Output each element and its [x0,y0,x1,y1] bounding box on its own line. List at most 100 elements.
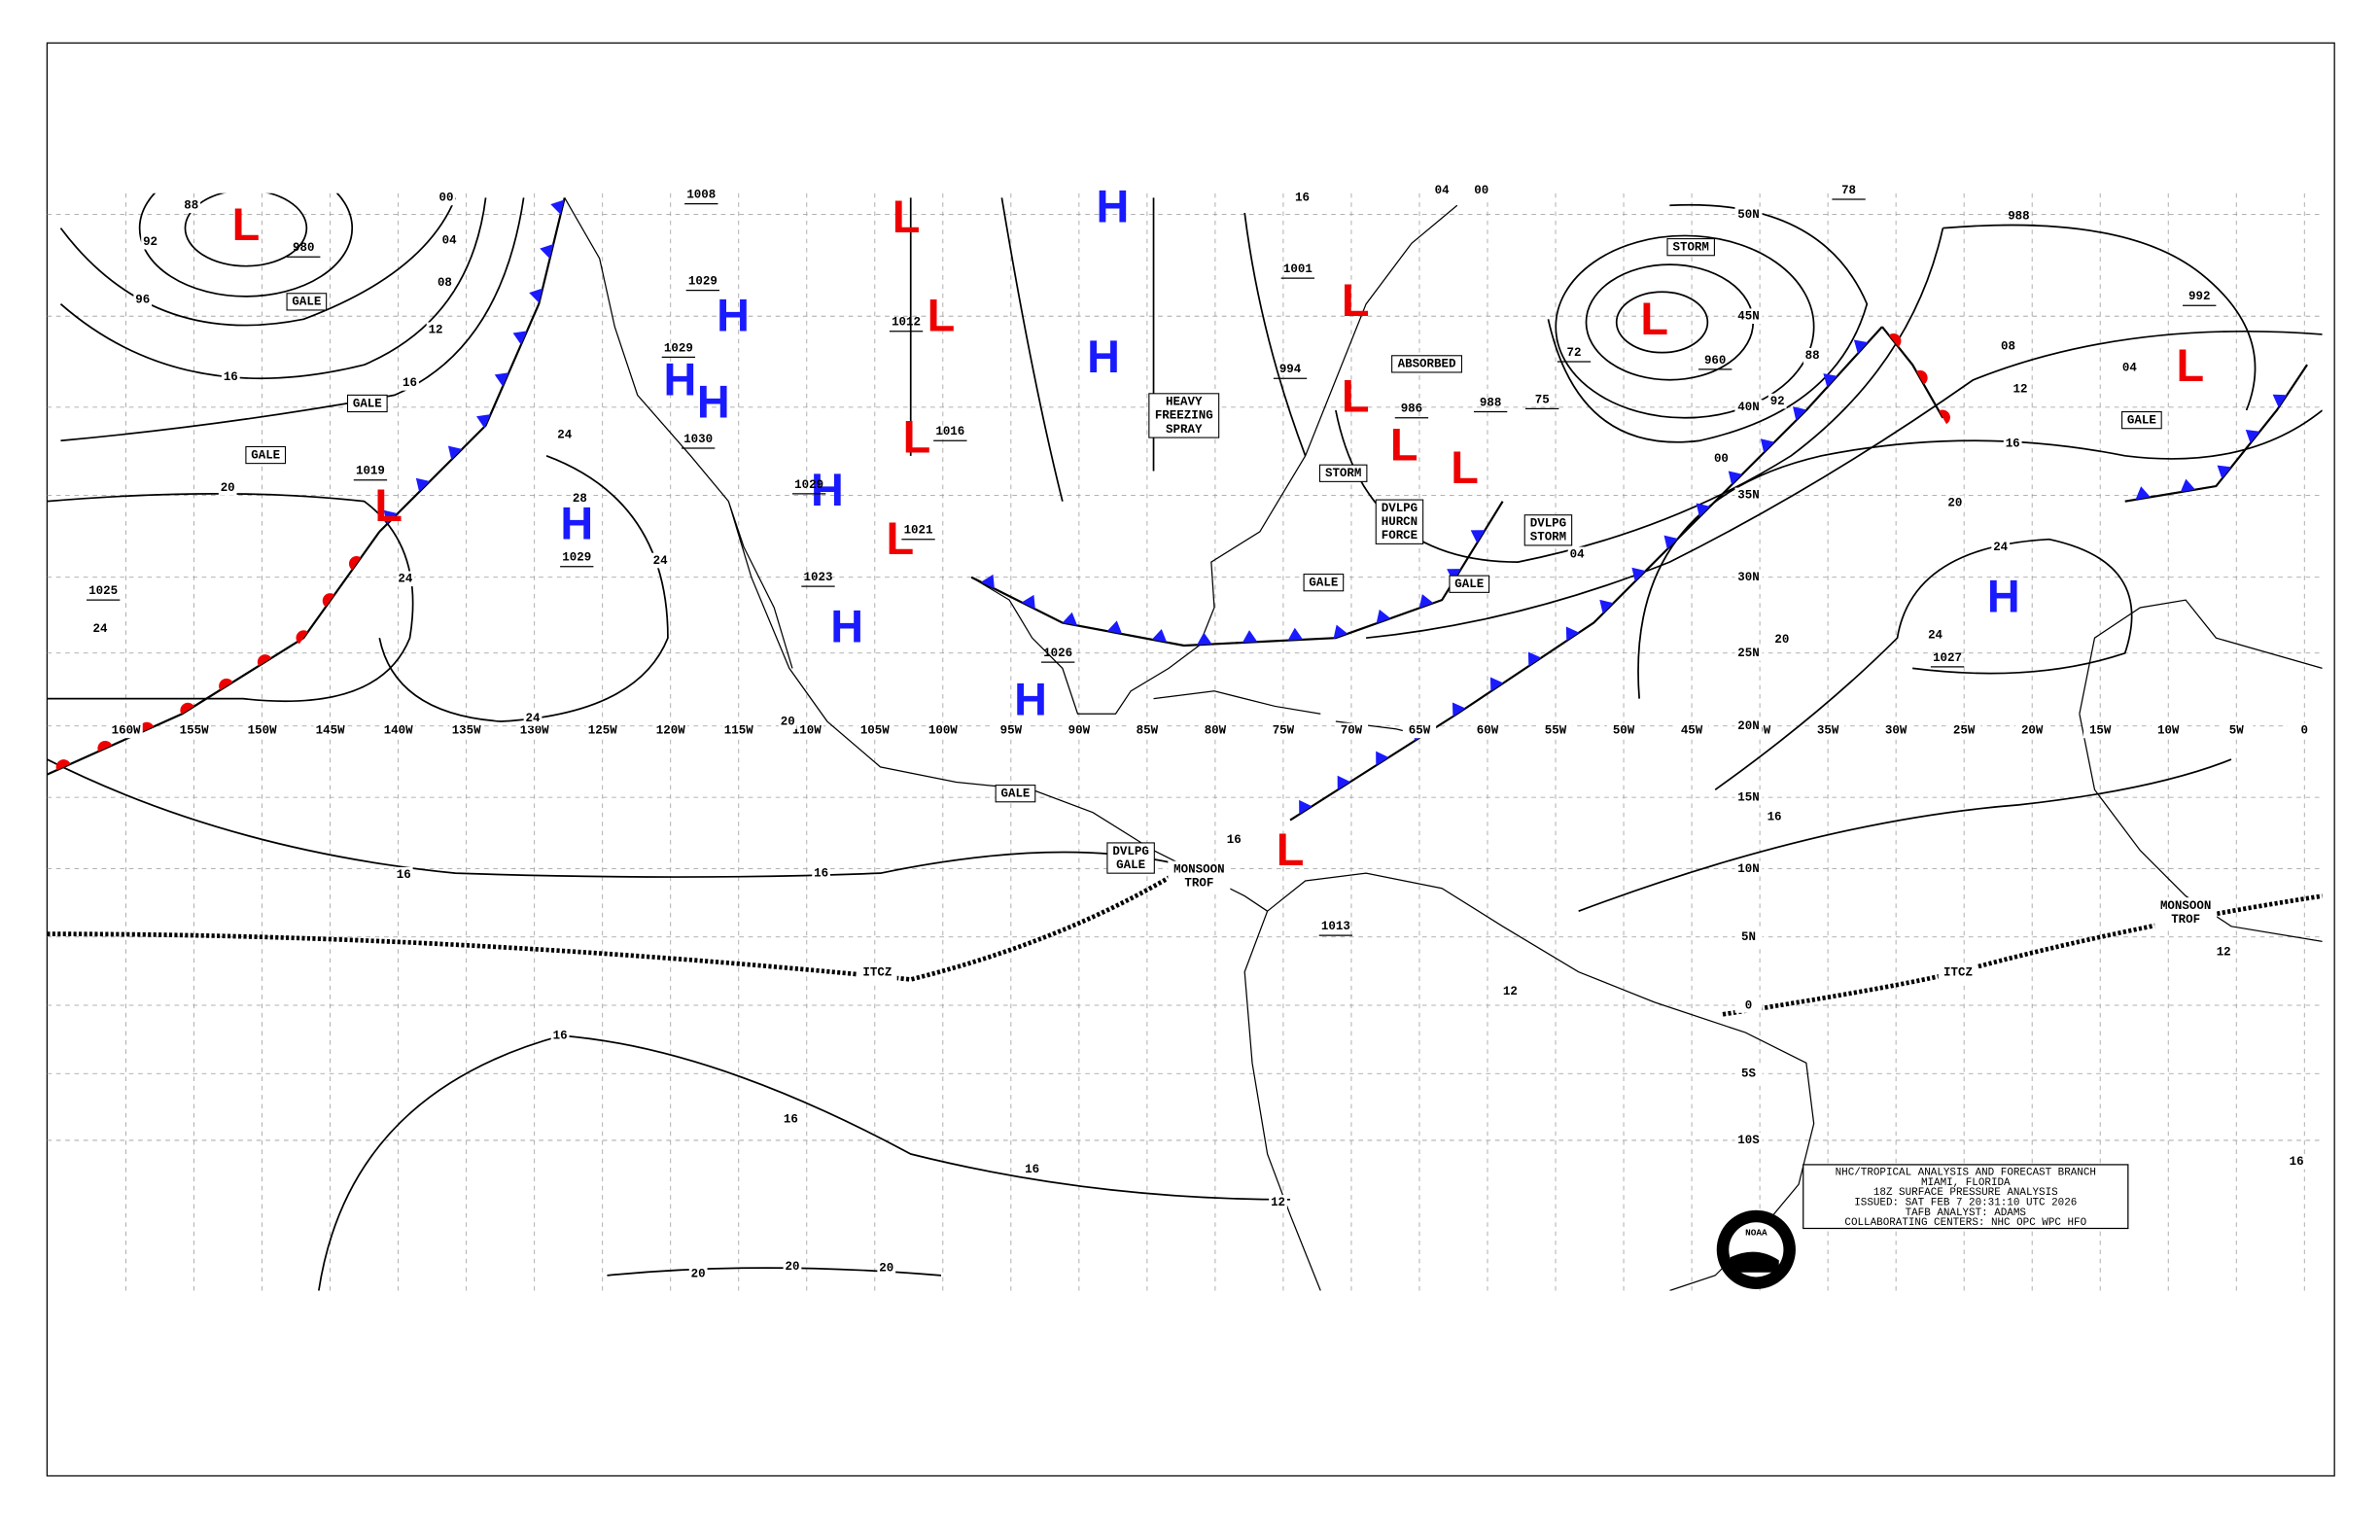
central-pressure: 1008 [686,189,716,202]
isobar-label: 24 [93,622,108,636]
longitude-label: 60W [1477,724,1499,738]
latitude-label: 15N [1737,790,1759,804]
low-center: L [903,412,931,463]
lat-label-bg [1734,789,1763,805]
lon-label-bg [1606,722,1641,739]
longitude-label: 10W [2157,724,2180,738]
isobar-label: 20 [879,1261,893,1275]
isobar-label-bg [182,197,201,214]
cold-front-pip [1823,373,1838,388]
lon-label-bg [517,722,551,739]
isobar-label: 08 [2001,340,2015,354]
low-center: L [1390,419,1418,470]
latitude-label: 25N [1737,647,1759,660]
annotation-text: MONSOON [2160,899,2211,913]
warm-front-pip [55,759,71,771]
isobar-label: 20 [691,1268,706,1281]
low-center: L [1342,370,1370,421]
front-line [47,531,381,776]
warm-front-pip [97,740,113,752]
cold-front-pip [2272,394,2288,408]
isobar-label: 16 [397,868,411,882]
isobar-label-bg [555,427,575,442]
isobar-label: 16 [814,866,828,880]
cold-front-pip [1527,651,1542,667]
longitude-label: 145W [316,724,345,738]
annotation-text: FORCE [1382,529,1418,542]
isobar-label: 00 [1714,452,1729,466]
isobar-label: 00 [1474,184,1488,197]
info-box [1802,1164,2129,1230]
isobar-label-bg [877,1260,896,1276]
longitude-label: 75W [1273,724,1295,738]
low-center: L [1451,442,1479,493]
isobar-label-bg [1712,451,1731,467]
isobar-label-bg [2214,944,2233,961]
isobar-label: 16 [2290,1155,2304,1169]
annotation-text: ITCZ [1943,966,1973,980]
isobar-label-bg [2003,436,2022,452]
isobar-label-bg [550,1028,570,1044]
isobar-label: 12 [1503,985,1518,998]
longitude-label: 50W [1613,724,1635,738]
lon-label-bg [1334,722,1369,739]
latitude-label: 20N [1737,719,1759,733]
isobar-label-bg [437,190,456,206]
annotation-text: HURCN [1382,515,1418,529]
high-center: H [717,291,750,341]
cold-front-pip [1287,627,1304,641]
latitude-label: 5N [1741,930,1756,944]
cold-front-pip [415,477,431,493]
low-center: L [928,291,956,341]
annotation-bg [1938,963,1978,982]
cold-front-pip [1452,702,1466,718]
warm-front-pip [139,721,155,733]
annotation-box [1391,355,1463,373]
lon-label-bg [245,722,279,739]
warm-front-pip [296,630,308,645]
latitude-label: 0 [1745,998,1752,1012]
isobar-label-bg [221,368,240,385]
isobar-label: 16 [402,376,417,390]
cold-front-pip [1021,594,1035,610]
isobar-label: 16 [1295,192,1310,205]
annotation-box [995,785,1036,803]
low-center: L [892,192,921,242]
annotation-text: ABSORBED [1398,358,1456,371]
isobar-label-bg [688,1266,708,1282]
warm-front-pip [322,593,335,608]
cold-front-pip [1696,503,1711,517]
isobar-label: 88 [184,199,198,213]
isobar-label-bg [401,375,419,391]
warm-front-pip [257,654,272,667]
annotation-text: STORM [1530,531,1566,544]
info-line: COLLABORATING CENTERS: NHC OPC WPC HFO [1844,1217,2086,1229]
logo-text: NOAA [1745,1228,1768,1239]
front-line [2124,364,2308,503]
isobar-label: 12 [2013,382,2028,396]
lon-label-bg [381,722,415,739]
annotation-box [1449,575,1490,593]
warm-front-pip [1888,332,1902,347]
high-center: H [811,465,844,515]
low-center: L [2177,340,2205,391]
isobar-label: 96 [135,293,150,306]
cold-front-pip [1242,630,1258,643]
lon-label-bg [1402,722,1437,739]
front-line [1881,326,1944,419]
annotation-box [1318,464,1368,482]
isobar [318,1034,1291,1291]
isobar-label: 12 [2217,946,2231,960]
isobar-label: 16 [784,1112,798,1126]
isobar-label: 16 [553,1030,568,1043]
cold-front-pip [1728,471,1743,485]
info-line: 18Z SURFACE PRESSURE ANALYSIS [1873,1187,2058,1199]
longitude-label: 5W [2229,724,2244,738]
isobar-label: 00 [439,192,454,205]
cold-front-pip [540,243,554,260]
central-pressure: 992 [2188,290,2210,303]
isobar [1714,538,2133,790]
cold-front-pip [1299,799,1312,815]
cold-front-pip [1470,530,1486,543]
